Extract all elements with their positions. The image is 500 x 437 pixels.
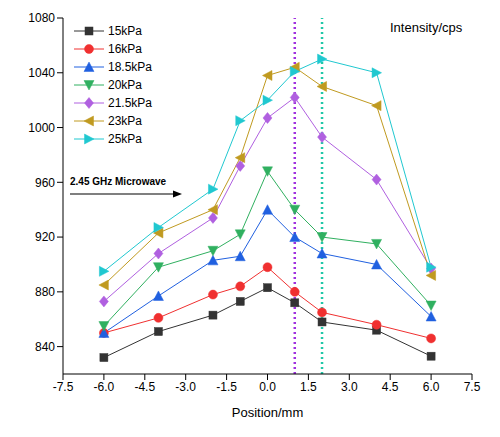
svg-text:1.5: 1.5 — [300, 380, 317, 394]
html-text:16kPa: 16kPa — [108, 42, 142, 56]
html-text:18.5kPa: 18.5kPa — [108, 60, 152, 74]
svg-text:1040: 1040 — [28, 66, 55, 80]
html-text:20kPa: 20kPa — [108, 78, 142, 92]
svg-text:-3.0: -3.0 — [175, 380, 196, 394]
svg-text:Position/mm: Position/mm — [232, 405, 304, 420]
html-text:2.45 GHz Microwave: 2.45 GHz Microwave — [70, 176, 167, 187]
html-text:21.5kPa: 21.5kPa — [108, 96, 152, 110]
svg-text:0.0: 0.0 — [259, 380, 276, 394]
svg-text:-1.5: -1.5 — [216, 380, 237, 394]
svg-text:4.5: 4.5 — [382, 380, 399, 394]
svg-text:6.0: 6.0 — [423, 380, 440, 394]
html-text:Intensity/cps: Intensity/cps — [390, 20, 463, 35]
svg-text:7.5: 7.5 — [464, 380, 481, 394]
svg-text:1080: 1080 — [28, 11, 55, 25]
svg-text:920: 920 — [35, 230, 55, 244]
svg-text:-6.0: -6.0 — [94, 380, 115, 394]
svg-text:840: 840 — [35, 340, 55, 354]
html-text:25kPa: 25kPa — [108, 132, 142, 146]
svg-text:3.0: 3.0 — [341, 380, 358, 394]
svg-text:-7.5: -7.5 — [53, 380, 74, 394]
svg-text:880: 880 — [35, 285, 55, 299]
html-text:15kPa: 15kPa — [108, 24, 142, 38]
svg-text:960: 960 — [35, 176, 55, 190]
svg-text:1000: 1000 — [28, 121, 55, 135]
html-text:23kPa: 23kPa — [108, 114, 142, 128]
svg-text:-4.5: -4.5 — [134, 380, 155, 394]
